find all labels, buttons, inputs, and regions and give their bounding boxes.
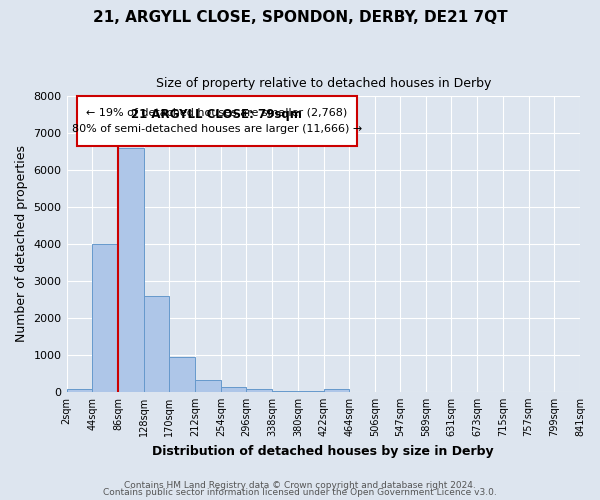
Text: 80% of semi-detached houses are larger (11,666) →: 80% of semi-detached houses are larger (… (71, 124, 362, 134)
Y-axis label: Number of detached properties: Number of detached properties (15, 146, 28, 342)
X-axis label: Distribution of detached houses by size in Derby: Distribution of detached houses by size … (152, 444, 494, 458)
Title: Size of property relative to detached houses in Derby: Size of property relative to detached ho… (155, 78, 491, 90)
Text: 21, ARGYLL CLOSE, SPONDON, DERBY, DE21 7QT: 21, ARGYLL CLOSE, SPONDON, DERBY, DE21 7… (92, 10, 508, 25)
Bar (77, 96, 356, 146)
Bar (247, 389, 272, 392)
Text: ← 19% of detached houses are smaller (2,768): ← 19% of detached houses are smaller (2,… (86, 107, 347, 117)
Text: Contains public sector information licensed under the Open Government Licence v3: Contains public sector information licen… (103, 488, 497, 497)
Text: Contains HM Land Registry data © Crown copyright and database right 2024.: Contains HM Land Registry data © Crown c… (124, 480, 476, 490)
Bar (169, 356, 195, 392)
Bar (92, 244, 118, 392)
Text: 21 ARGYLL CLOSE: 79sqm: 21 ARGYLL CLOSE: 79sqm (131, 108, 302, 120)
Bar (195, 380, 221, 392)
Bar (118, 148, 143, 392)
Bar (221, 387, 247, 392)
Bar (323, 389, 349, 392)
Bar (272, 390, 298, 392)
Bar (67, 389, 92, 392)
Bar (143, 296, 169, 392)
